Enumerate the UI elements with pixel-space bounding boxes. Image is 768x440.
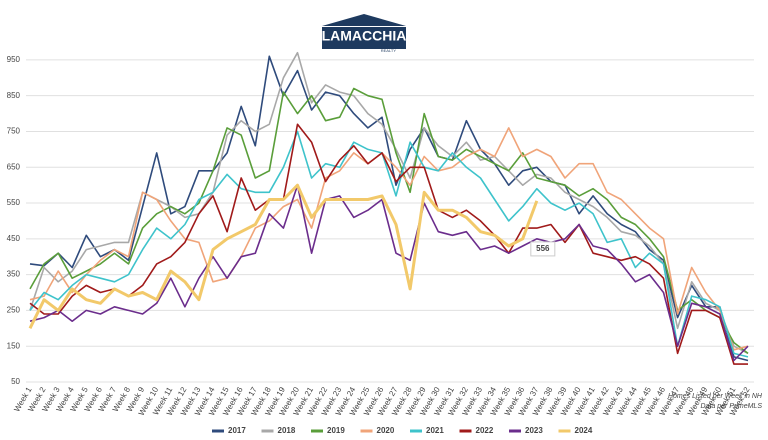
value-label: 556 <box>536 244 550 253</box>
y-tick-label: 450 <box>7 234 21 243</box>
series-line <box>29 55 749 362</box>
series-line <box>29 184 749 362</box>
y-tick-label: 150 <box>7 341 21 350</box>
y-tick-label: 50 <box>11 377 20 386</box>
legend-label: 2022 <box>476 426 494 435</box>
legend-label: 2019 <box>327 426 345 435</box>
y-tick-label: 750 <box>7 127 21 136</box>
note: Homes Listed per Week in NH <box>668 393 763 400</box>
y-tick-label: 850 <box>7 91 21 100</box>
note: Data per PrimeMLS <box>701 403 763 410</box>
y-tick-label: 950 <box>7 55 21 64</box>
y-tick-label: 350 <box>7 270 21 279</box>
legend-label: 2018 <box>278 426 296 435</box>
legend-label: 2021 <box>426 426 444 435</box>
logo-name: LAMACCHIA <box>322 28 407 44</box>
logo: LAMACCHIA REALTY <box>322 14 407 53</box>
y-tick-label: 650 <box>7 162 21 171</box>
legend-label: 2020 <box>377 426 395 435</box>
series-line <box>29 130 749 358</box>
logo-roof <box>322 14 406 26</box>
legend-label: 2024 <box>575 426 593 435</box>
value-label-box <box>530 241 556 257</box>
logo-tagline: REALTY <box>381 48 397 53</box>
y-tick-label: 250 <box>7 306 21 315</box>
series-line <box>29 87 749 355</box>
legend-label: 2023 <box>525 426 543 435</box>
legend-label: 2017 <box>228 426 246 435</box>
series-line <box>29 123 748 365</box>
series-line <box>28 183 539 329</box>
series-line <box>29 127 749 351</box>
y-tick-label: 550 <box>7 198 21 207</box>
logo-box <box>322 27 406 49</box>
